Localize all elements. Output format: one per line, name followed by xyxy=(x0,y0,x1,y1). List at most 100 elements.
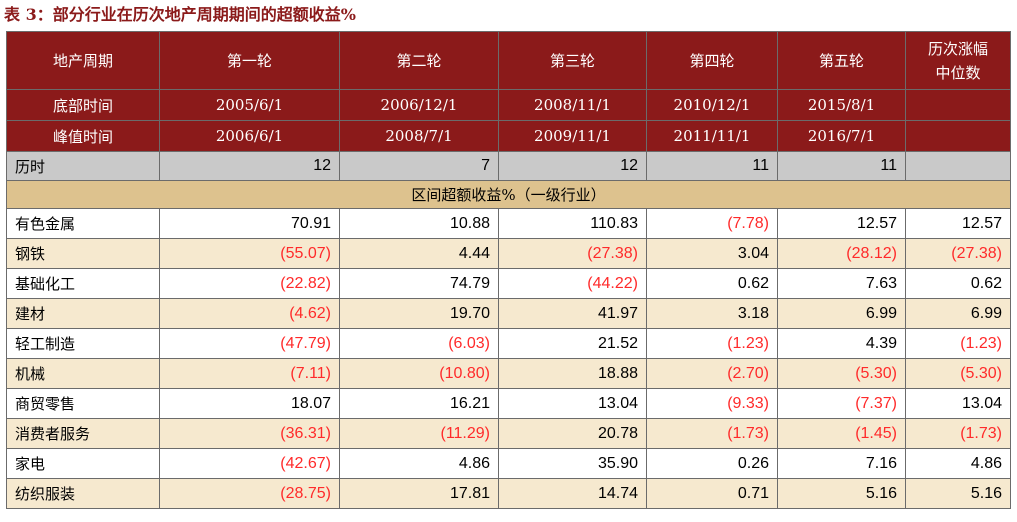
industry-name: 商贸零售 xyxy=(6,388,160,419)
return-value: (2.70) xyxy=(646,358,778,389)
return-value: 4.44 xyxy=(339,238,499,269)
peak-time-label: 峰值时间 xyxy=(6,120,160,152)
duration-value: 11 xyxy=(777,151,906,181)
table-row: 钢铁 (55.07) 4.44 (27.38) 3.04 (28.12) (27.38) xyxy=(6,238,1011,269)
industry-name: 建材 xyxy=(6,298,160,329)
return-value: 5.16 xyxy=(777,478,906,509)
industry-name: 家电 xyxy=(6,448,160,479)
return-value: 4.39 xyxy=(777,328,906,359)
peak-time-value: 2009/11/1 xyxy=(498,120,647,152)
return-value: 0.26 xyxy=(646,448,778,479)
return-value: 7.63 xyxy=(777,268,906,299)
median-header: 历次涨幅 中位数 xyxy=(905,31,1011,90)
table-row: 有色金属 70.91 10.88 110.83 (7.78) 12.57 12.57 xyxy=(6,208,1011,239)
industry-name: 机械 xyxy=(6,358,160,389)
peak-time-row: 峰值时间 2006/6/1 2008/7/1 2009/11/1 2011/11… xyxy=(6,120,1011,152)
return-value: (4.62) xyxy=(159,298,340,329)
return-value: (28.12) xyxy=(777,238,906,269)
duration-value: 12 xyxy=(498,151,647,181)
return-value: 14.74 xyxy=(498,478,647,509)
industry-name: 钢铁 xyxy=(6,238,160,269)
round-header: 第一轮 xyxy=(159,31,340,90)
return-value: (28.75) xyxy=(159,478,340,509)
return-value: 20.78 xyxy=(498,418,647,449)
return-value: 3.18 xyxy=(646,298,778,329)
return-value: 12.57 xyxy=(905,208,1011,239)
return-value: (47.79) xyxy=(159,328,340,359)
return-value: 21.52 xyxy=(498,328,647,359)
return-value: 7.16 xyxy=(777,448,906,479)
round-header: 第四轮 xyxy=(646,31,778,90)
median-header-line2: 中位数 xyxy=(935,63,981,82)
return-value: 12.57 xyxy=(777,208,906,239)
round-header: 第三轮 xyxy=(498,31,647,90)
return-value: (7.78) xyxy=(646,208,778,239)
return-value: 0.62 xyxy=(905,268,1011,299)
round-header: 第五轮 xyxy=(777,31,906,90)
industry-name: 有色金属 xyxy=(6,208,160,239)
return-value: (42.67) xyxy=(159,448,340,479)
return-value: (1.23) xyxy=(646,328,778,359)
return-value: (9.33) xyxy=(646,388,778,419)
table-row: 机械 (7.11) (10.80) 18.88 (2.70) (5.30) (5.30) xyxy=(6,358,1011,389)
return-value: (27.38) xyxy=(498,238,647,269)
header-row: 地产周期 第一轮 第二轮 第三轮 第四轮 第五轮 历次涨幅 中位数 xyxy=(6,31,1011,90)
bottom-time-value: 2006/12/1 xyxy=(339,89,499,121)
bottom-time-value: 2005/6/1 xyxy=(159,89,340,121)
return-value: 35.90 xyxy=(498,448,647,479)
return-value: 10.88 xyxy=(339,208,499,239)
peak-time-value xyxy=(905,120,1011,152)
return-value: 18.88 xyxy=(498,358,647,389)
industry-name: 轻工制造 xyxy=(6,328,160,359)
section-row: 区间超额收益%（一级行业） xyxy=(6,180,1011,209)
return-value: (5.30) xyxy=(905,358,1011,389)
return-value: (7.11) xyxy=(159,358,340,389)
return-value: (7.37) xyxy=(777,388,906,419)
peak-time-value: 2016/7/1 xyxy=(777,120,906,152)
return-value: 19.70 xyxy=(339,298,499,329)
return-value: (11.29) xyxy=(339,418,499,449)
return-value: 4.86 xyxy=(339,448,499,479)
duration-value: 12 xyxy=(159,151,340,181)
peak-time-value: 2011/11/1 xyxy=(646,120,778,152)
return-value: (6.03) xyxy=(339,328,499,359)
duration-label: 历时 xyxy=(6,151,160,181)
peak-time-value: 2006/6/1 xyxy=(159,120,340,152)
duration-value: 7 xyxy=(339,151,499,181)
round-header: 第二轮 xyxy=(339,31,499,90)
bottom-time-row: 底部时间 2005/6/1 2006/12/1 2008/11/1 2010/1… xyxy=(6,89,1011,121)
return-value: (10.80) xyxy=(339,358,499,389)
return-value: 5.16 xyxy=(905,478,1011,509)
return-value: 13.04 xyxy=(498,388,647,419)
return-value: 17.81 xyxy=(339,478,499,509)
period-header: 地产周期 xyxy=(6,31,160,90)
return-value: (1.45) xyxy=(777,418,906,449)
return-value: 74.79 xyxy=(339,268,499,299)
table-row: 建材 (4.62) 19.70 41.97 3.18 6.99 6.99 xyxy=(6,298,1011,329)
return-value: (5.30) xyxy=(777,358,906,389)
duration-row: 历时 12 7 12 11 11 xyxy=(6,151,1011,181)
return-value: (1.73) xyxy=(905,418,1011,449)
excess-return-table: 地产周期 第一轮 第二轮 第三轮 第四轮 第五轮 历次涨幅 中位数 底部时间 20… xyxy=(6,31,1011,509)
return-value: 6.99 xyxy=(905,298,1011,329)
return-value: (36.31) xyxy=(159,418,340,449)
return-value: (44.22) xyxy=(498,268,647,299)
duration-value xyxy=(905,151,1011,181)
table-row: 轻工制造 (47.79) (6.03) 21.52 (1.23) 4.39 (1.23) xyxy=(6,328,1011,359)
return-value: 0.71 xyxy=(646,478,778,509)
return-value: 0.62 xyxy=(646,268,778,299)
bottom-time-value: 2015/8/1 xyxy=(777,89,906,121)
duration-value: 11 xyxy=(646,151,778,181)
bottom-time-value: 2008/11/1 xyxy=(498,89,647,121)
return-value: (55.07) xyxy=(159,238,340,269)
industry-name: 基础化工 xyxy=(6,268,160,299)
return-value: 18.07 xyxy=(159,388,340,419)
return-value: 6.99 xyxy=(777,298,906,329)
section-label: 区间超额收益%（一级行业） xyxy=(6,180,1011,209)
return-value: 3.04 xyxy=(646,238,778,269)
table-row: 家电 (42.67) 4.86 35.90 0.26 7.16 4.86 xyxy=(6,448,1011,479)
peak-time-value: 2008/7/1 xyxy=(339,120,499,152)
table-title: 表 3：部分行业在历次地产周期期间的超额收益% xyxy=(4,5,356,24)
return-value: 70.91 xyxy=(159,208,340,239)
table-row: 基础化工 (22.82) 74.79 (44.22) 0.62 7.63 0.62 xyxy=(6,268,1011,299)
